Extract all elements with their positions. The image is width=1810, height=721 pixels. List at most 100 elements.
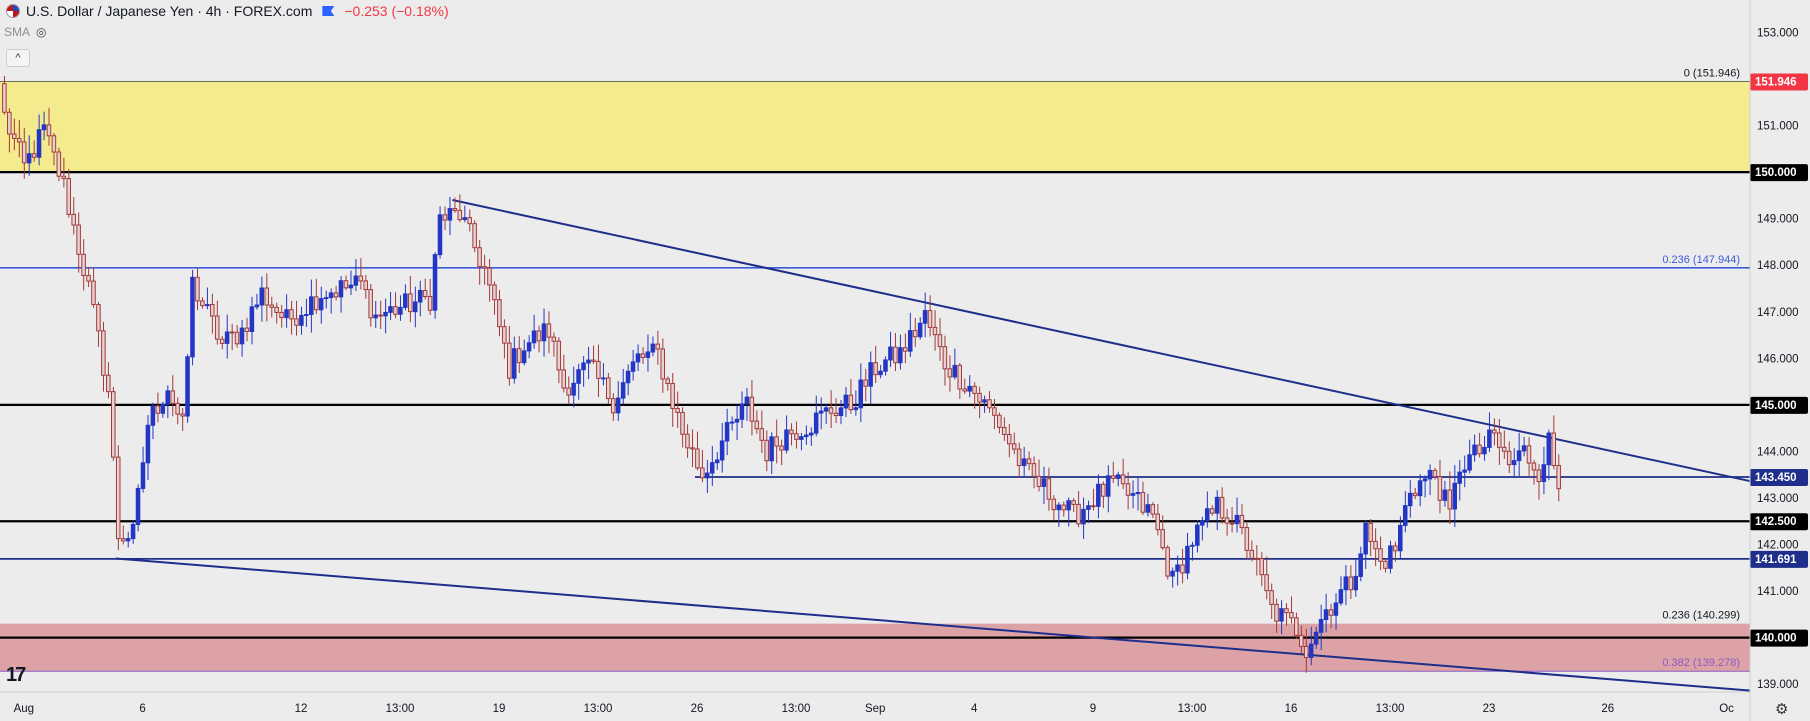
candle-body (650, 343, 656, 353)
candle-body (1343, 576, 1349, 591)
candle-down (546, 311, 552, 354)
candle-body (1011, 443, 1017, 450)
candle-up (898, 334, 903, 370)
candle-body (571, 382, 576, 396)
price-axis[interactable]: 153.000152.000151.000150.000149.000148.0… (1750, 0, 1810, 721)
candle-body (511, 348, 517, 379)
candle-body (635, 353, 641, 363)
candle-body (1556, 465, 1561, 490)
time-tick-label: 6 (139, 703, 145, 715)
gear-icon[interactable]: ⚙ (1775, 701, 1789, 718)
price-tag-bg (1750, 550, 1808, 568)
candle-down (685, 424, 690, 459)
indicator-legend[interactable]: SMA ◎ (4, 25, 47, 39)
candle-body (1378, 548, 1383, 562)
candle-up (388, 291, 393, 320)
candle-body (46, 124, 52, 137)
candle-body (81, 253, 86, 276)
candle-up (739, 391, 745, 429)
candle-down (1110, 461, 1116, 483)
candle-body (502, 326, 507, 344)
candle-down (269, 296, 274, 318)
candle-body (1249, 549, 1255, 559)
candle-down (1383, 558, 1388, 573)
candle-body (299, 314, 304, 326)
candle-body (789, 429, 794, 435)
candle-body (1051, 498, 1057, 511)
candle-up (249, 296, 255, 345)
symbol-title[interactable]: U.S. Dollar / Japanese Yen · 4h · FOREX.… (26, 3, 313, 19)
candle-up (1313, 626, 1319, 649)
candle-down (442, 206, 448, 231)
candle-body (660, 348, 666, 380)
candle-down (972, 382, 977, 409)
candle-up (808, 427, 814, 446)
price-tag-label: 150.000 (1755, 167, 1797, 179)
candle-down (675, 391, 680, 429)
candle-body (487, 267, 492, 286)
candle-body (101, 330, 106, 376)
candle-down (1477, 432, 1482, 458)
fib-labels: 0 (151.946) 0.236 (147.944) 0.236 (140.299… (1662, 68, 1740, 670)
candle-body (1125, 483, 1131, 496)
time-tick-label: 13:00 (782, 703, 811, 715)
candle-down (1501, 430, 1507, 459)
candle-body (947, 368, 953, 378)
candle-body (383, 311, 388, 317)
candle-up (284, 294, 289, 328)
price-axis-bg (1750, 0, 1810, 721)
candle-body (1165, 547, 1170, 577)
price-tag: 142.500 (1750, 513, 1808, 531)
candle-body (1234, 514, 1240, 525)
candle-up (650, 336, 656, 357)
candle-body (1388, 545, 1393, 569)
candle-body (1531, 462, 1537, 471)
market-flag-icon[interactable] (322, 6, 335, 16)
candle-down (1506, 441, 1512, 474)
candle-body (709, 462, 715, 474)
candle-up (843, 386, 849, 418)
collapse-legend-button[interactable]: ^ (6, 49, 30, 67)
candle-body (1269, 590, 1274, 605)
candle-body (690, 447, 695, 450)
candle-body (655, 343, 661, 350)
candle-body (259, 287, 265, 306)
candle-down (556, 337, 562, 384)
candle-down (274, 302, 279, 324)
price-tick-label: 142.000 (1757, 540, 1799, 552)
candle-body (1437, 476, 1443, 501)
candle-body (680, 411, 685, 435)
candle-body (1303, 645, 1309, 659)
candle-up (1541, 446, 1547, 495)
candle-body (422, 289, 428, 298)
time-tick-label: 4 (971, 703, 978, 715)
candle-up (1190, 541, 1195, 561)
candle-down (492, 281, 497, 315)
candle-body (1482, 446, 1487, 455)
candle-body (818, 410, 824, 414)
candle-body (888, 346, 893, 361)
candle-body (1427, 469, 1433, 480)
candle-up (1105, 465, 1111, 513)
indicator-sma-label[interactable]: SMA (4, 25, 31, 39)
candle-down (779, 439, 784, 466)
candle-body (1289, 612, 1294, 619)
candle-body (962, 388, 967, 392)
candle-body (120, 538, 126, 542)
candle-body (318, 298, 324, 311)
candle-body (284, 309, 289, 319)
candle-up (41, 111, 47, 141)
candle-body (96, 304, 101, 332)
candle-up (140, 446, 146, 493)
candle-up (1442, 480, 1448, 507)
tradingview-logo[interactable]: 17 (6, 664, 26, 686)
candle-body (1229, 522, 1235, 525)
candle-up (1521, 436, 1527, 457)
candle-down (175, 397, 180, 425)
price-tag-label: 143.450 (1755, 472, 1797, 484)
candle-down (502, 319, 507, 359)
candle-up (705, 459, 710, 493)
eye-slash-icon[interactable]: ◎ (36, 25, 47, 39)
